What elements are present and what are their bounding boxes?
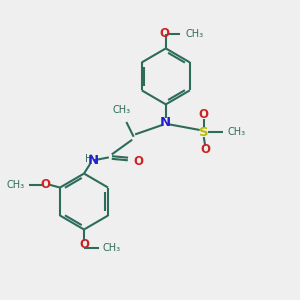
Text: O: O: [200, 143, 210, 157]
Text: O: O: [159, 27, 169, 40]
Text: O: O: [199, 108, 209, 121]
Text: S: S: [199, 126, 208, 139]
Text: H: H: [85, 154, 92, 164]
Text: O: O: [79, 238, 89, 251]
Text: CH₃: CH₃: [227, 127, 245, 137]
Text: CH₃: CH₃: [7, 180, 25, 190]
Text: O: O: [133, 155, 143, 168]
Text: CH₃: CH₃: [103, 243, 121, 253]
Text: CH₃: CH₃: [185, 29, 203, 39]
Text: O: O: [40, 178, 50, 191]
Text: N: N: [88, 154, 99, 167]
Text: CH₃: CH₃: [113, 105, 131, 115]
Text: N: N: [160, 116, 171, 128]
